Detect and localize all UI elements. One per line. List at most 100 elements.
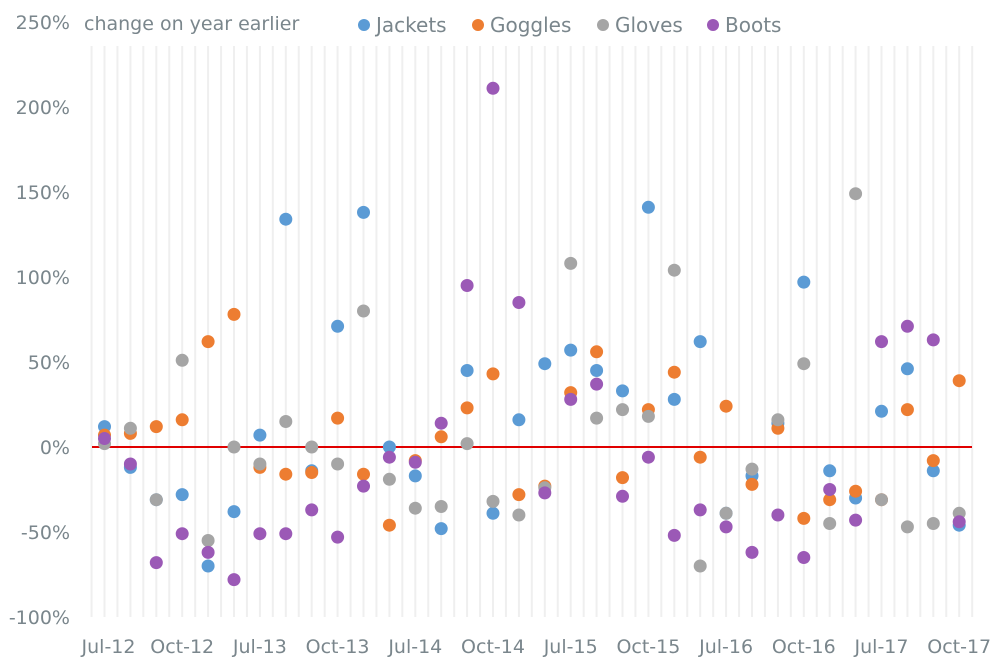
point-boots <box>538 486 552 500</box>
x-tick-label: Jul-12 <box>81 636 136 658</box>
legend-marker-icon <box>707 19 719 31</box>
point-gloves <box>849 187 863 201</box>
chart-title: change on year earlier <box>84 13 299 35</box>
point-goggles <box>227 307 241 321</box>
point-gloves <box>667 263 681 277</box>
point-boots <box>460 279 474 292</box>
point-goggles <box>849 484 863 498</box>
point-gloves <box>123 421 137 435</box>
legend-marker-icon <box>472 19 484 31</box>
point-boots <box>667 528 681 542</box>
point-gloves <box>797 357 811 371</box>
point-boots <box>512 296 526 309</box>
point-gloves <box>434 500 448 513</box>
legend-label: Goggles <box>490 13 571 37</box>
gridlines <box>90 46 974 617</box>
point-jackets <box>538 357 552 371</box>
x-tick-label: Jul-13 <box>232 636 287 658</box>
point-boots <box>382 450 396 464</box>
point-jackets <box>382 440 396 454</box>
point-boots <box>797 551 811 564</box>
x-tick-label: Oct-14 <box>461 636 525 658</box>
point-gloves <box>357 304 370 318</box>
point-boots <box>564 392 578 406</box>
point-boots <box>849 513 863 527</box>
point-boots <box>149 556 163 570</box>
legend-item-gloves: Gloves <box>597 13 683 37</box>
point-gloves <box>512 508 526 522</box>
x-tick-label: Oct-16 <box>772 636 836 658</box>
point-boots <box>201 545 215 559</box>
legend-marker-icon <box>358 19 370 31</box>
point-jackets <box>357 205 370 219</box>
point-goggles <box>926 454 940 468</box>
point-gloves <box>616 403 629 417</box>
legend-item-goggles: Goggles <box>472 13 571 37</box>
point-jackets <box>253 428 267 442</box>
point-boots <box>926 333 940 347</box>
point-boots <box>123 457 137 471</box>
point-gloves <box>460 437 474 451</box>
point-goggles <box>719 399 733 413</box>
point-gloves <box>693 559 707 573</box>
point-gloves <box>149 493 163 507</box>
point-jackets <box>512 413 526 427</box>
point-gloves <box>875 493 888 507</box>
point-gloves <box>408 501 422 515</box>
x-tick-label: Jul-15 <box>543 636 598 658</box>
point-boots <box>616 489 629 503</box>
point-goggles <box>201 335 215 349</box>
point-goggles <box>382 518 396 532</box>
legend-label: Boots <box>725 13 781 37</box>
point-goggles <box>590 345 604 359</box>
point-jackets <box>331 319 345 333</box>
point-goggles <box>667 365 681 379</box>
point-boots <box>641 450 655 464</box>
point-gloves <box>745 462 759 476</box>
point-jackets <box>823 464 837 478</box>
point-jackets <box>434 522 448 536</box>
point-jackets <box>616 384 629 398</box>
y-tick-label: -100% <box>9 607 70 629</box>
x-tick-label: Oct-17 <box>927 636 991 658</box>
point-gloves <box>331 457 345 471</box>
point-goggles <box>797 511 811 525</box>
point-boots <box>279 527 293 541</box>
y-tick-label: 150% <box>16 182 70 204</box>
point-jackets <box>460 364 474 377</box>
data-points <box>98 81 966 587</box>
point-jackets <box>279 212 293 226</box>
y-tick-label: 100% <box>16 267 70 289</box>
point-goggles <box>331 411 345 425</box>
point-goggles <box>279 467 293 481</box>
point-gloves <box>719 506 733 520</box>
point-gloves <box>823 517 837 530</box>
point-boots <box>434 416 448 430</box>
point-boots <box>331 530 345 544</box>
point-goggles <box>693 450 707 464</box>
point-boots <box>693 503 707 517</box>
point-boots <box>98 432 111 445</box>
point-boots <box>175 527 189 541</box>
point-goggles <box>823 493 837 507</box>
point-gloves <box>564 256 578 270</box>
series-boots <box>98 81 966 587</box>
point-jackets <box>797 275 811 289</box>
point-goggles <box>512 488 526 502</box>
point-jackets <box>926 464 940 478</box>
x-tick-label: Oct-13 <box>306 636 370 658</box>
point-jackets <box>564 343 578 357</box>
y-tick-label: 50% <box>28 352 70 374</box>
y-tick-label: 0% <box>40 437 70 459</box>
point-goggles <box>486 367 500 381</box>
point-goggles <box>460 401 474 415</box>
point-jackets <box>486 506 500 520</box>
x-tick-label: Oct-15 <box>616 636 680 658</box>
point-jackets <box>875 404 888 418</box>
y-axis: 250% 200% 150% 100% 50% 0% -50% -100% <box>9 12 70 629</box>
legend-item-jackets: Jackets <box>358 13 447 37</box>
point-jackets <box>408 469 422 483</box>
point-boots <box>875 335 888 349</box>
point-boots <box>486 81 500 95</box>
point-boots <box>590 377 604 391</box>
